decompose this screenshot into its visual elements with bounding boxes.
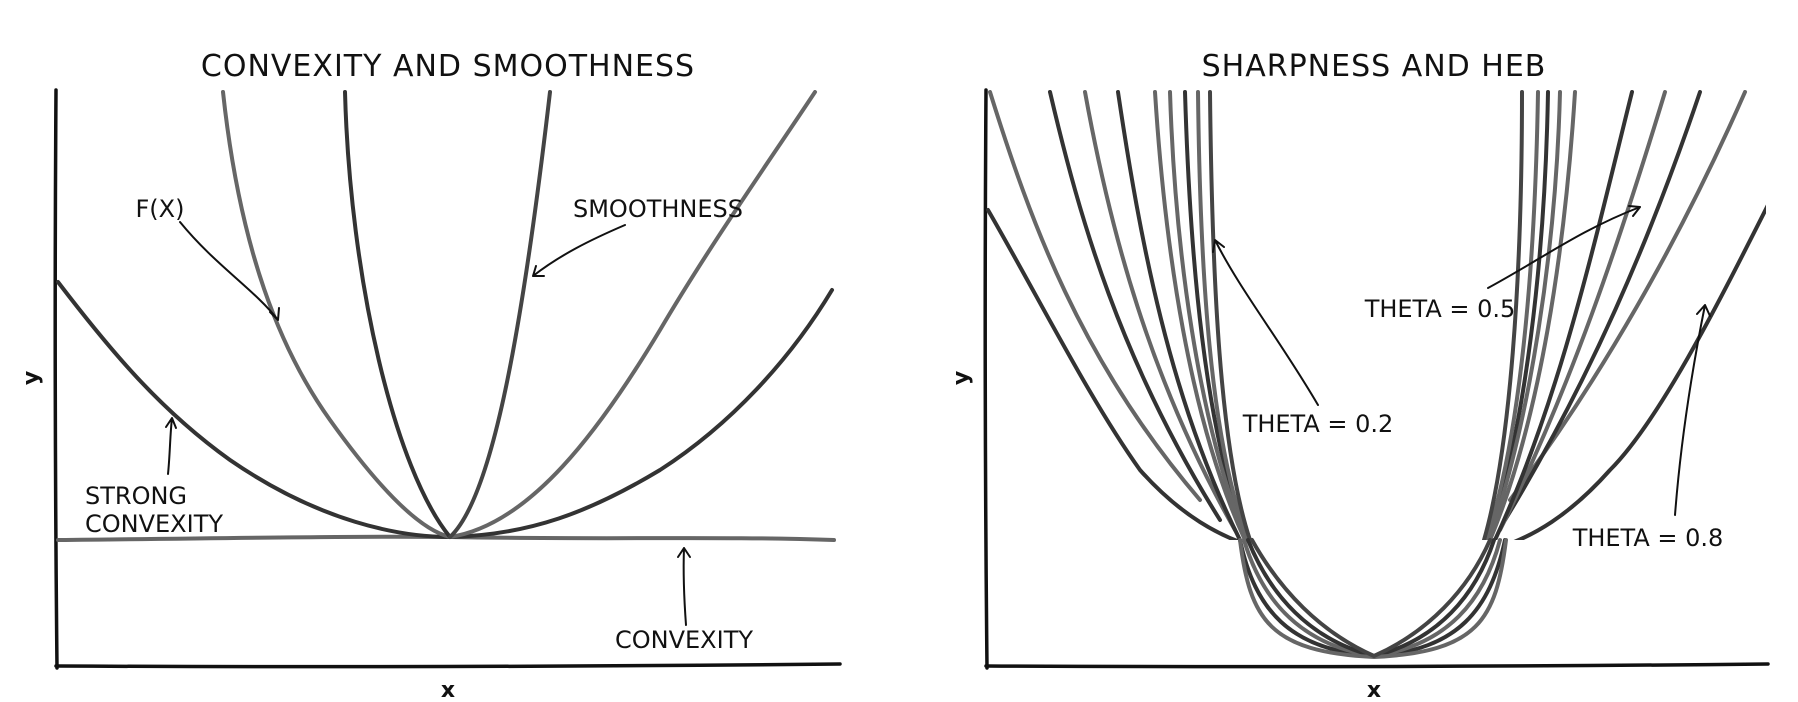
right-y-label: y [949, 371, 974, 385]
arrow-fx [179, 221, 280, 321]
left-x-label: x [441, 678, 455, 702]
left-curve-fx [221, 90, 452, 539]
left-curve-smoothness-steep [448, 90, 552, 539]
heb-upper-8 [1196, 90, 1540, 540]
left-x-axis [54, 662, 842, 669]
right-y-axis [983, 88, 989, 670]
arrow-smoothness [532, 224, 626, 277]
annotation-theta-05: theta = 0.5 [1364, 295, 1516, 323]
heb-upper-5 [1116, 90, 1634, 540]
heb-upper-6 [1153, 90, 1577, 540]
annotation-convexity: Convexity [615, 626, 753, 654]
right-panel-title: Sharpness and HEB [1202, 49, 1547, 84]
arrow-convexity [677, 547, 691, 626]
heb-upper-4 [1083, 90, 1667, 532]
annotation-theta-02: theta = 0.2 [1242, 410, 1394, 438]
annotation-smoothness: Smoothness [573, 195, 743, 223]
heb-basin [1238, 538, 1508, 659]
heb-upper-3 [1048, 90, 1702, 522]
right-x-label: x [1367, 678, 1381, 702]
arrow-theta-05 [1487, 205, 1641, 289]
annotation-strong-convexity: Strong convexity [85, 482, 223, 538]
annotation-theta-08: theta = 0.8 [1572, 524, 1724, 552]
left-y-label: y [19, 371, 44, 385]
heb-basin-5 [1250, 538, 1492, 658]
arrow-theta-08 [1674, 304, 1711, 516]
heb-upper-1 [986, 204, 1766, 540]
heb-upper-10 [1168, 90, 1562, 540]
arrow-strong-convexity [165, 417, 177, 475]
left-curve-inner-left [343, 90, 452, 539]
left-curve-smoothness-wide [448, 90, 817, 539]
heb-upper-9 [1208, 90, 1524, 540]
left-y-axis [53, 88, 59, 670]
left-panel-title: Convexity and Smoothness [201, 49, 695, 84]
right-panel: Sharpness and HEB y x theta = 0.2 [949, 49, 1770, 702]
left-panel: Convexity and Smoothness y x f(x) Smooth… [19, 49, 842, 702]
right-x-axis [984, 662, 1770, 669]
annotation-fx: f(x) [136, 195, 185, 223]
arrow-theta-02 [1212, 239, 1319, 406]
